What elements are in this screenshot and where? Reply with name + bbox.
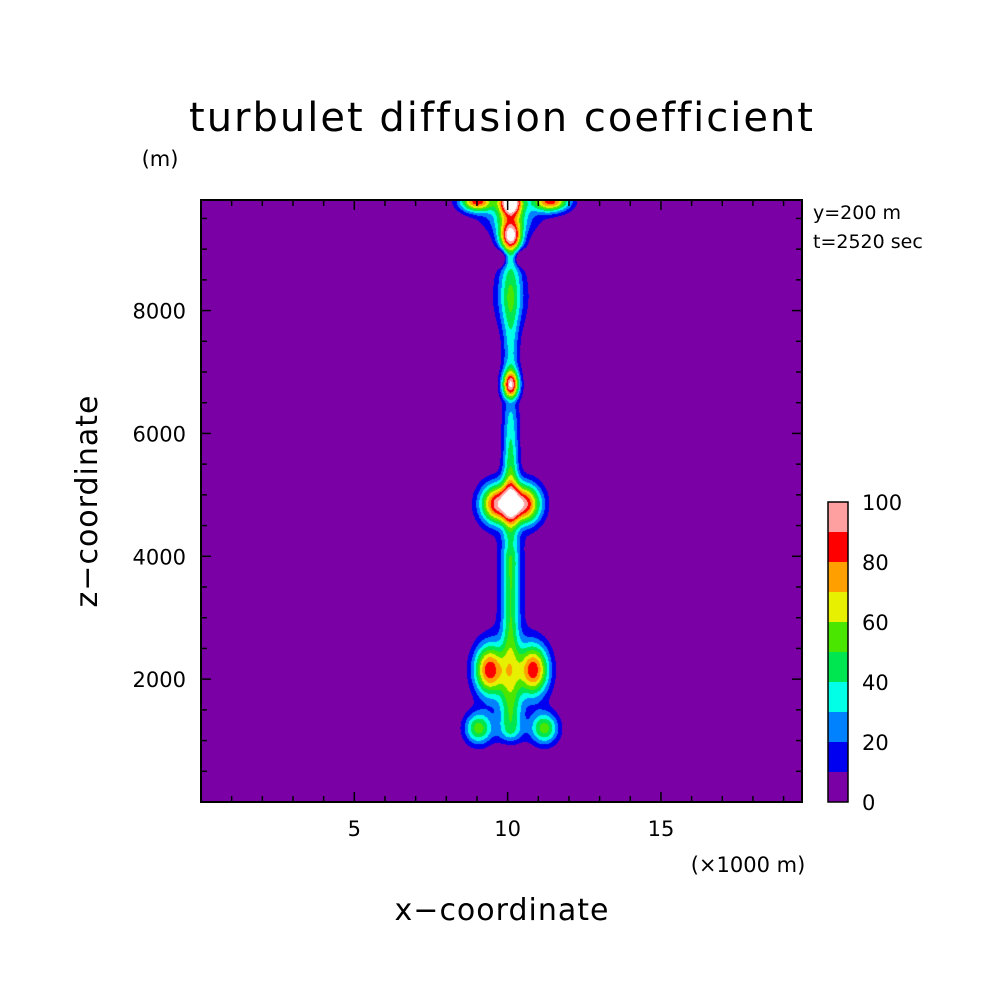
plot-frame bbox=[200, 199, 803, 803]
colorbar-swatch bbox=[828, 682, 848, 712]
x-tick-label: 10 bbox=[494, 817, 521, 841]
colorbar-swatch bbox=[828, 562, 848, 592]
annotation-t: t=2520 sec bbox=[813, 231, 923, 253]
colorbar-swatch bbox=[828, 502, 848, 532]
y-unit-label: (m) bbox=[142, 147, 179, 171]
colorbar-tick-label: 20 bbox=[862, 731, 889, 755]
colorbar-swatch bbox=[828, 532, 848, 562]
colorbar-swatch bbox=[828, 772, 848, 802]
chart-title: turbulet diffusion coefficient bbox=[189, 95, 815, 141]
x-tick-label: 5 bbox=[348, 817, 361, 841]
y-tick-label: 8000 bbox=[133, 300, 186, 324]
contour-image bbox=[201, 200, 802, 802]
y-tick-label: 2000 bbox=[133, 668, 186, 692]
colorbar: 0 20 40 60 80 100 bbox=[827, 491, 902, 815]
colorbar-swatch bbox=[828, 592, 848, 622]
plot-axes: 5 10 15 2000 4000 6000 8000 bbox=[133, 200, 802, 841]
y-tick-label: 6000 bbox=[133, 422, 186, 446]
colorbar-swatch bbox=[828, 712, 848, 742]
colorbar-frame bbox=[827, 501, 849, 803]
y-tick-label: 4000 bbox=[133, 545, 186, 569]
colorbar-tick-label: 60 bbox=[862, 611, 889, 635]
colorbar-tick-label: 80 bbox=[862, 551, 889, 575]
annotation-y: y=200 m bbox=[813, 202, 901, 224]
colorbar-swatch bbox=[828, 742, 848, 772]
contour-field bbox=[201, 200, 802, 802]
x-unit-label: (×1000 m) bbox=[691, 853, 806, 877]
y-axis-title: z−coordinate bbox=[70, 395, 105, 608]
x-axis-title: x−coordinate bbox=[395, 893, 610, 928]
colorbar-tick-label: 100 bbox=[862, 491, 902, 515]
colorbar-swatch bbox=[828, 652, 848, 682]
x-tick-label: 15 bbox=[648, 817, 675, 841]
colorbar-tick-label: 0 bbox=[862, 791, 875, 815]
colorbar-swatch bbox=[828, 622, 848, 652]
colorbar-tick-label: 40 bbox=[862, 671, 889, 695]
